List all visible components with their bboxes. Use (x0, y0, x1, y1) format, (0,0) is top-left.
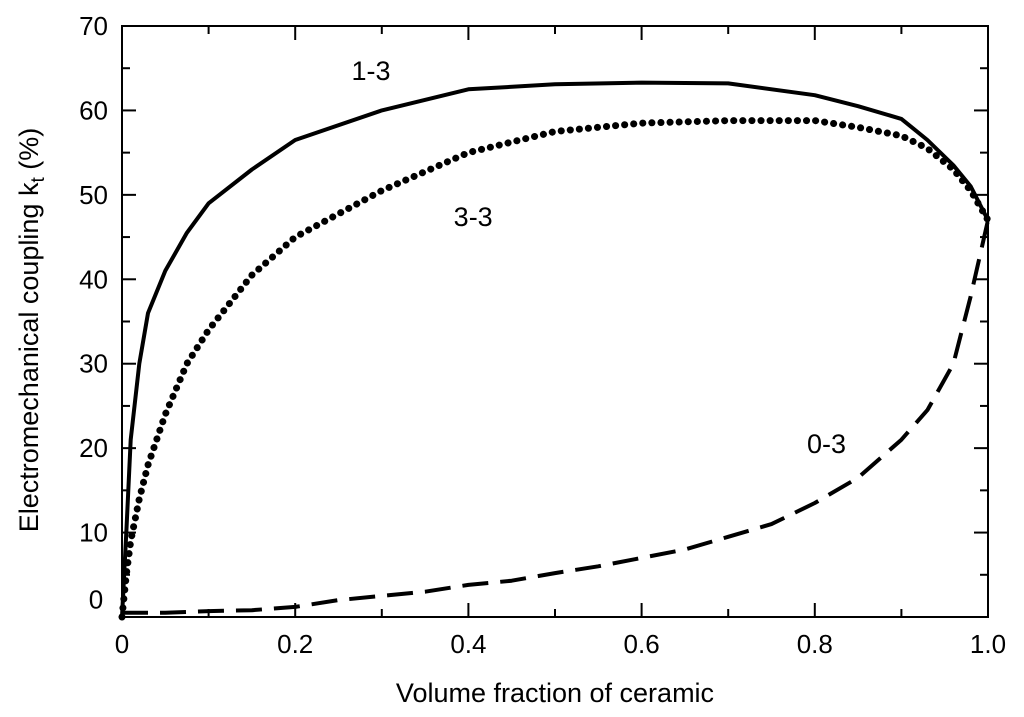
x-tick-label: 1.0 (970, 629, 1006, 659)
series-lines (118, 80, 992, 621)
y-axis-title-unit: (%) (14, 128, 44, 178)
y-axis-title-subscript: t (28, 177, 49, 183)
x-tick-label: 0.8 (797, 629, 833, 659)
series-label-0-3: 0-3 (807, 429, 846, 459)
x-tick-label: 0.6 (624, 629, 660, 659)
y-axis-title-main: Electromechanical coupling k (14, 182, 44, 532)
y-tick-label: 40 (79, 264, 108, 294)
series-labels: 1-3 3-3 0-3 0 (89, 56, 846, 615)
y-tick-label: 70 (79, 11, 108, 41)
y-axis-ticks: 10 20 30 40 50 60 70 (79, 11, 988, 618)
series-label-3-3: 3-3 (454, 202, 493, 232)
x-tick-label: 0.4 (450, 629, 486, 659)
y-tick-label: 10 (79, 518, 108, 548)
series-line-1-3 (120, 80, 990, 619)
plot-frame (121, 25, 989, 618)
x-tick-label: 0.2 (277, 629, 313, 659)
y-tick-label: 60 (79, 95, 108, 125)
y-tick-label: 20 (79, 433, 108, 463)
series-line-3-3 (118, 117, 992, 621)
origin-tick-label: 0 (89, 584, 103, 614)
x-axis-ticks: 0 0.2 0.4 0.6 0.8 1.0 (115, 26, 1006, 659)
x-axis-title: Volume fraction of ceramic (396, 678, 714, 708)
series-label-1-3: 1-3 (351, 56, 390, 86)
y-axis-title: Electromechanical coupling kt (%) (14, 128, 49, 532)
y-tick-label: 30 (79, 349, 108, 379)
x-tick-label: 0 (115, 629, 129, 659)
series-line-0-3 (122, 219, 990, 615)
plot-area (121, 25, 989, 618)
y-tick-label: 50 (79, 180, 108, 210)
